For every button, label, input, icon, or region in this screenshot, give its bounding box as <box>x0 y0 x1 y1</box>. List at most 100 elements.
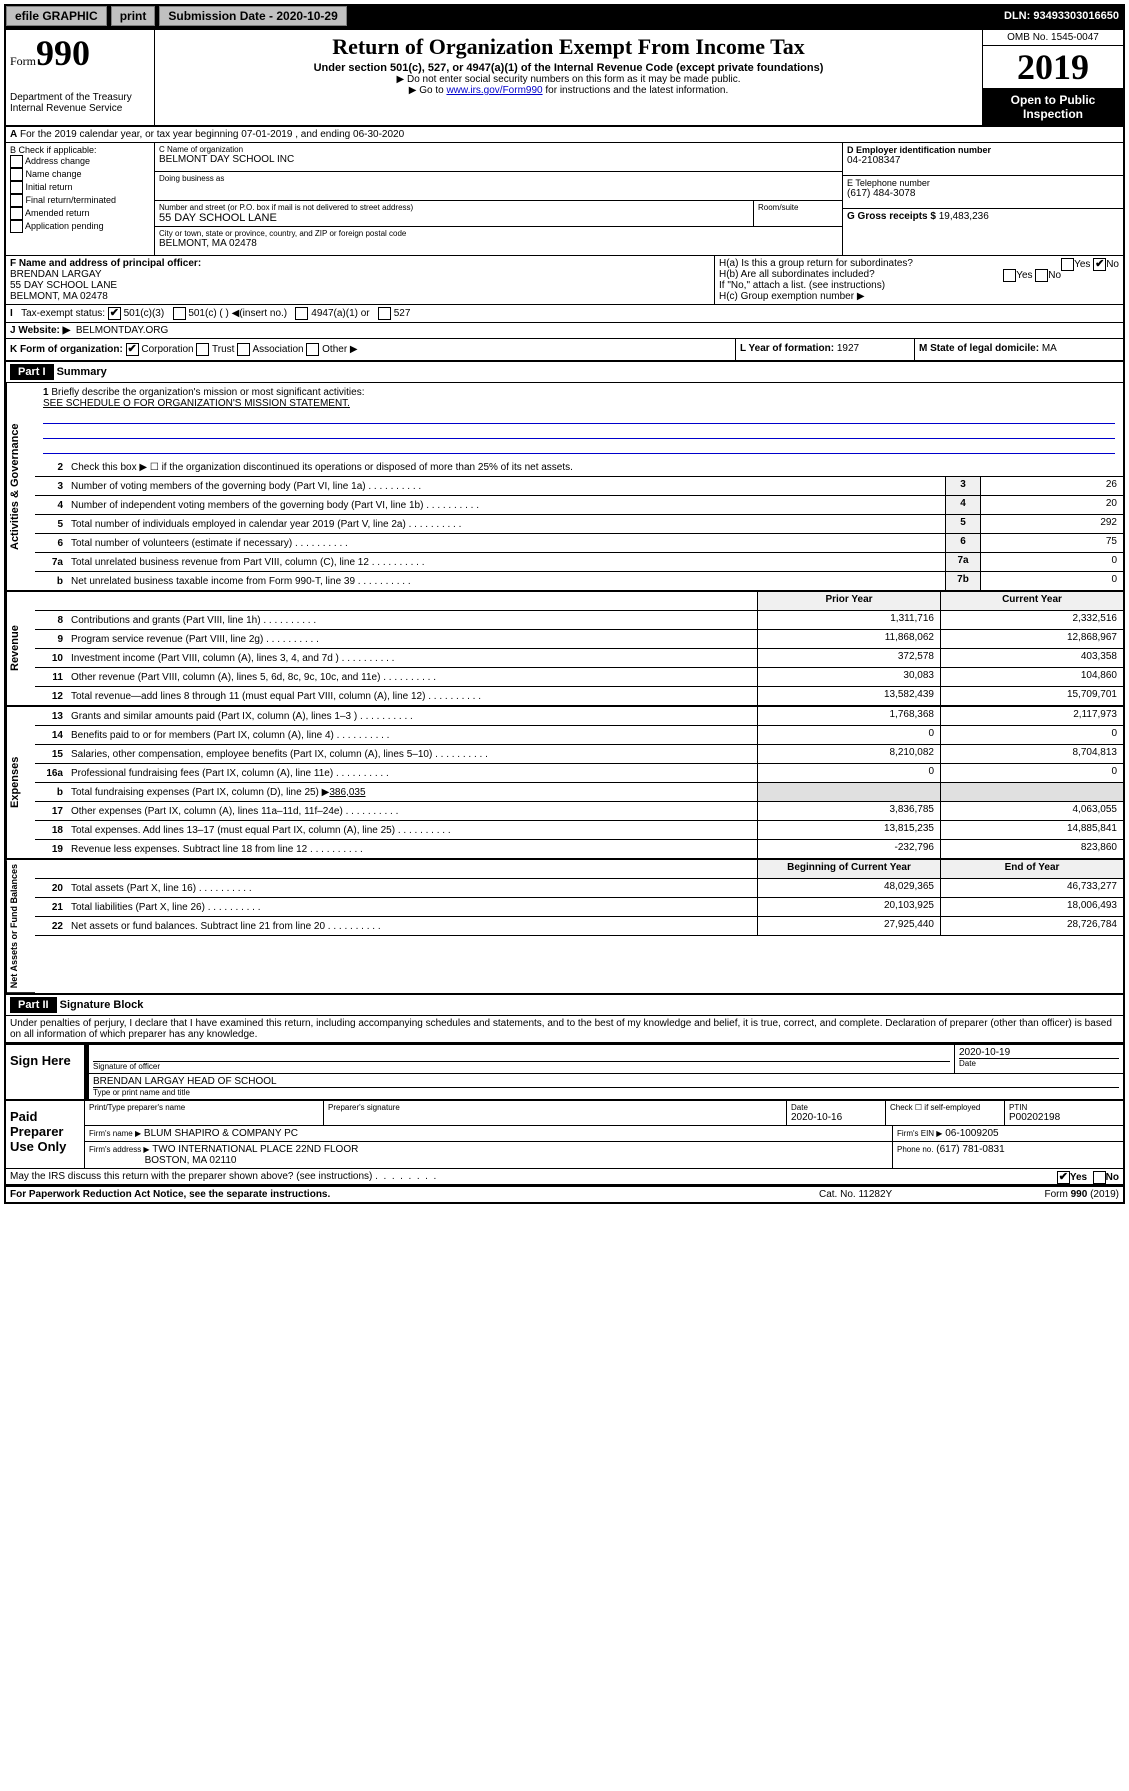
print-button[interactable]: print <box>111 6 156 26</box>
irs-label: Internal Revenue Service <box>10 103 150 114</box>
sig-date: 2020-10-19 <box>959 1047 1119 1058</box>
irs-link[interactable]: www.irs.gov/Form990 <box>446 85 542 96</box>
row-j: J Website: ▶ BELMONTDAY.ORG <box>6 323 1123 339</box>
addr-row: Number and street (or P.O. box if mail i… <box>155 201 842 227</box>
data-line: 10 Investment income (Part VIII, column … <box>35 649 1123 668</box>
data-line: 18 Total expenses. Add lines 13–17 (must… <box>35 821 1123 840</box>
part2-badge: Part II <box>10 997 57 1013</box>
open-inspection: Open to Public Inspection <box>983 89 1123 125</box>
col-k: K Form of organization: ✔ Corporation Tr… <box>6 339 735 360</box>
org-name-cell: C Name of organization BELMONT DAY SCHOO… <box>155 143 842 172</box>
rev-header: Prior Year Current Year <box>35 592 1123 611</box>
part2-title: Signature Block <box>60 999 144 1011</box>
gov-line: b Net unrelated business taxable income … <box>35 572 1123 591</box>
form-ref: Form 990 (2019) <box>969 1189 1119 1200</box>
perjury-text: Under penalties of perjury, I declare th… <box>6 1016 1123 1043</box>
dba-cell: Doing business as <box>155 172 842 201</box>
mission-text: SEE SCHEDULE O FOR ORGANIZATION'S MISSIO… <box>43 398 350 409</box>
row-a: A For the 2019 calendar year, or tax yea… <box>6 127 1123 143</box>
data-line: 13 Grants and similar amounts paid (Part… <box>35 707 1123 726</box>
data-line: 19 Revenue less expenses. Subtract line … <box>35 840 1123 859</box>
data-line: 12 Total revenue—add lines 8 through 11 … <box>35 687 1123 706</box>
data-line: 20 Total assets (Part X, line 16) 48,029… <box>35 879 1123 898</box>
part1-title: Summary <box>57 366 107 378</box>
col-h: H(a) Is this a group return for subordin… <box>714 256 1123 304</box>
form-title: Return of Organization Exempt From Incom… <box>159 34 978 60</box>
data-line: 8 Contributions and grants (Part VIII, l… <box>35 611 1123 630</box>
form-number: Form990 <box>10 32 150 74</box>
data-line: 16a Professional fundraising fees (Part … <box>35 764 1123 783</box>
ein-cell: D Employer identification number 04-2108… <box>843 143 1123 176</box>
line-2: 2 Check this box ▶ ☐ if the organization… <box>35 458 1123 477</box>
sign-here-section: Sign Here Signature of officer 2020-10-1… <box>6 1043 1123 1099</box>
na-header: Beginning of Current Year End of Year <box>35 860 1123 879</box>
note-ssn: ▶ Do not enter social security numbers o… <box>159 74 978 85</box>
col-c: C Name of organization BELMONT DAY SCHOO… <box>155 143 842 255</box>
data-line: 17 Other expenses (Part IX, column (A), … <box>35 802 1123 821</box>
dept-label: Department of the Treasury <box>10 92 150 103</box>
gov-line: 3 Number of voting members of the govern… <box>35 477 1123 496</box>
data-line: 21 Total liabilities (Part X, line 26) 2… <box>35 898 1123 917</box>
website: BELMONTDAY.ORG <box>76 325 168 336</box>
form-subtitle: Under section 501(c), 527, or 4947(a)(1)… <box>159 62 978 74</box>
h-c: H(c) Group exemption number ▶ <box>719 291 1119 302</box>
paid-preparer-section: Paid Preparer Use Only Print/Type prepar… <box>6 1099 1123 1168</box>
section-fh: F Name and address of principal officer:… <box>6 256 1123 305</box>
efile-label: efile GRAPHIC <box>6 6 107 26</box>
col-b: B Check if applicable: Address change Na… <box>6 143 155 255</box>
data-line: 11 Other revenue (Part VIII, column (A),… <box>35 668 1123 687</box>
officer-name: BRENDAN LARGAY <box>10 269 710 280</box>
summary-governance: Activities & Governance 1 Briefly descri… <box>6 383 1123 591</box>
chk-app-pending[interactable]: Application pending <box>10 220 150 233</box>
city-cell: City or town, state or province, country… <box>155 227 842 255</box>
org-address: 55 DAY SCHOOL LANE <box>159 212 749 224</box>
gross-receipts: 19,483,236 <box>939 211 989 222</box>
tax-year: 2019 <box>983 46 1123 89</box>
pra-notice: For Paperwork Reduction Act Notice, see … <box>10 1189 819 1200</box>
note-link: ▶ Go to www.irs.gov/Form990 for instruct… <box>159 85 978 96</box>
phone-value: (617) 484-3078 <box>847 188 1119 199</box>
data-line: 14 Benefits paid to or for members (Part… <box>35 726 1123 745</box>
chk-name[interactable]: Name change <box>10 168 150 181</box>
gross-cell: G Gross receipts $ 19,483,236 <box>843 209 1123 241</box>
tab-revenue: Revenue <box>6 592 35 706</box>
summary-revenue: Revenue Prior Year Current Year 8 Contri… <box>6 591 1123 706</box>
org-name: BELMONT DAY SCHOOL INC <box>159 154 838 165</box>
phone-cell: E Telephone number (617) 484-3078 <box>843 176 1123 209</box>
chk-final[interactable]: Final return/terminated <box>10 194 150 207</box>
b-label: B Check if applicable: <box>10 145 150 155</box>
gov-line: 4 Number of independent voting members o… <box>35 496 1123 515</box>
section-bcdeg: B Check if applicable: Address change Na… <box>6 143 1123 256</box>
sign-here-label: Sign Here <box>6 1045 85 1099</box>
tab-expenses: Expenses <box>6 707 35 859</box>
data-line: 15 Salaries, other compensation, employe… <box>35 745 1123 764</box>
header-mid: Return of Organization Exempt From Incom… <box>155 30 982 125</box>
h-a: H(a) Is this a group return for subordin… <box>719 258 1119 269</box>
paid-label: Paid Preparer Use Only <box>6 1101 85 1168</box>
gov-line: 5 Total number of individuals employed i… <box>35 515 1123 534</box>
form-container: Form990 Department of the Treasury Inter… <box>4 28 1125 1204</box>
chk-amended[interactable]: Amended return <box>10 207 150 220</box>
org-city: BELMONT, MA 02478 <box>159 238 838 249</box>
tab-netassets: Net Assets or Fund Balances <box>6 860 35 993</box>
col-f: F Name and address of principal officer:… <box>6 256 714 304</box>
chk-initial[interactable]: Initial return <box>10 181 150 194</box>
col-l: L Year of formation: 1927 <box>735 339 914 360</box>
officer-printed: BRENDAN LARGAY HEAD OF SCHOOL <box>93 1076 1119 1087</box>
summary-netassets: Net Assets or Fund Balances Beginning of… <box>6 859 1123 993</box>
omb-number: OMB No. 1545-0047 <box>983 30 1123 46</box>
row-i: I Tax-exempt status: ✔ 501(c)(3) 501(c) … <box>6 305 1123 323</box>
data-line: 9 Program service revenue (Part VIII, li… <box>35 630 1123 649</box>
dln-label: DLN: 93493303016650 <box>998 8 1125 24</box>
footer: For Paperwork Reduction Act Notice, see … <box>6 1186 1123 1202</box>
row-klm: K Form of organization: ✔ Corporation Tr… <box>6 339 1123 362</box>
col-de: D Employer identification number 04-2108… <box>842 143 1123 255</box>
chk-address[interactable]: Address change <box>10 155 150 168</box>
ein-value: 04-2108347 <box>847 155 1119 166</box>
h-b: H(b) Are all subordinates included? Yes … <box>719 269 1119 280</box>
summary-expenses: Expenses 13 Grants and similar amounts p… <box>6 706 1123 859</box>
header-left: Form990 Department of the Treasury Inter… <box>6 30 155 125</box>
tab-governance: Activities & Governance <box>6 383 35 591</box>
line-16b: b Total fundraising expenses (Part IX, c… <box>35 783 1123 802</box>
data-line: 22 Net assets or fund balances. Subtract… <box>35 917 1123 936</box>
